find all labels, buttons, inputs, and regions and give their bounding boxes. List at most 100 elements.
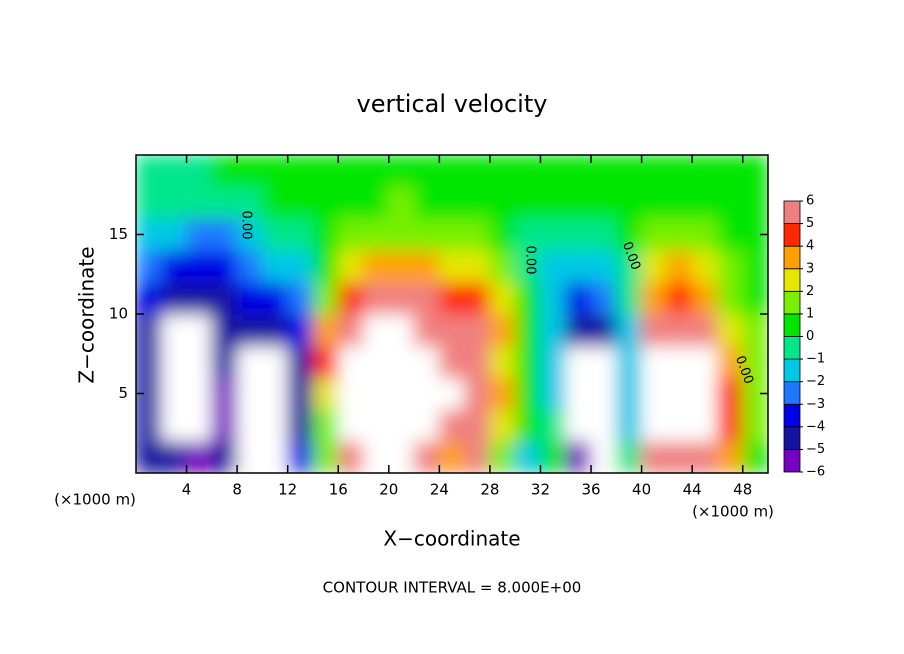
x-tick-label: 16 [329, 481, 348, 499]
cell [261, 186, 289, 220]
cell [691, 377, 718, 410]
cell [666, 218, 693, 251]
cell [641, 377, 668, 410]
cell [413, 313, 440, 347]
cell [186, 249, 213, 283]
footer: CONTOUR INTERVAL = 8.000E+00 [323, 579, 582, 597]
cell [691, 155, 718, 188]
cell [388, 377, 415, 410]
cell [136, 345, 162, 379]
cell [691, 218, 718, 251]
cell [691, 186, 718, 220]
colorbar-box [783, 426, 801, 450]
cell [615, 345, 643, 379]
cell [666, 155, 693, 188]
cell [413, 249, 440, 283]
cell [438, 281, 466, 315]
cell [236, 345, 263, 379]
cell [160, 249, 188, 283]
x-axis-label: X−coordinate [383, 527, 520, 551]
cell [691, 440, 718, 473]
cell [211, 313, 238, 347]
cell [539, 281, 567, 315]
cell [691, 345, 718, 379]
cell [236, 440, 263, 473]
cell [590, 313, 617, 347]
cell [287, 345, 314, 379]
cell [514, 377, 541, 410]
cell [438, 440, 466, 473]
cell [489, 281, 516, 315]
cell [464, 249, 491, 283]
cell [312, 186, 339, 220]
cell [716, 249, 744, 283]
x-tick-label: 32 [531, 481, 550, 499]
cell [514, 313, 541, 347]
colorbar-box [783, 290, 801, 315]
cell [539, 345, 567, 379]
cell [236, 186, 263, 220]
cell [590, 281, 617, 315]
cell [136, 186, 162, 220]
cell [261, 313, 289, 347]
contour-label: 0.00 [523, 246, 538, 275]
cell [287, 249, 314, 283]
cell [565, 313, 592, 347]
cell [337, 440, 365, 473]
colorbar-box [783, 245, 801, 270]
cell [464, 186, 491, 220]
cell [590, 408, 617, 442]
x-tick-label: 44 [683, 481, 702, 499]
cell [186, 377, 213, 410]
cell [438, 408, 466, 442]
cell [464, 377, 491, 410]
cell [312, 155, 339, 188]
cell [641, 249, 668, 283]
cell [641, 186, 668, 220]
colorbar-tick-label: 4 [806, 239, 814, 254]
cell [261, 377, 289, 410]
cell [186, 313, 213, 347]
cell [464, 313, 491, 347]
cell [211, 155, 238, 188]
cell [641, 281, 668, 315]
x-tick-label: 40 [632, 481, 651, 499]
x-tick-label: 48 [733, 481, 752, 499]
cell [438, 155, 466, 188]
cell [211, 377, 238, 410]
cell [742, 186, 768, 220]
cell [413, 186, 440, 220]
cell [464, 345, 491, 379]
cell [641, 218, 668, 251]
cell [136, 281, 162, 315]
colorbar-tick-label: 2 [806, 284, 814, 299]
cell [136, 440, 162, 473]
cell [716, 440, 744, 473]
cell [160, 377, 188, 410]
cell [413, 377, 440, 410]
cell [337, 408, 365, 442]
colorbar-tick-label: 6 [806, 194, 814, 209]
field [136, 155, 768, 473]
colorbar-tick-label: 1 [806, 306, 814, 321]
cell [388, 155, 415, 188]
cell [716, 408, 744, 442]
chart-title: vertical velocity [357, 90, 548, 118]
cell [539, 249, 567, 283]
cell [337, 377, 365, 410]
cell [590, 186, 617, 220]
cell [615, 281, 643, 315]
cell [641, 440, 668, 473]
cell [261, 155, 289, 188]
colorbar-box [783, 200, 801, 224]
colorbar-box [783, 223, 801, 247]
cell [160, 345, 188, 379]
cell [641, 313, 668, 347]
y-tick-label: 10 [109, 305, 128, 323]
cell [312, 408, 339, 442]
cell [236, 249, 263, 283]
cell [489, 218, 516, 251]
cell [565, 408, 592, 442]
cell [211, 345, 238, 379]
cell [716, 377, 744, 410]
